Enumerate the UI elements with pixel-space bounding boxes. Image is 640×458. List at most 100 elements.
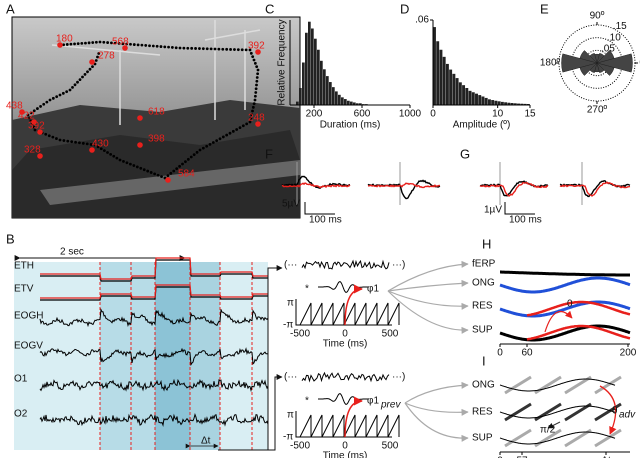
gaze-dot <box>205 144 209 148</box>
gaze-dot <box>254 87 258 91</box>
gaze-dot <box>121 42 125 46</box>
gaze-dot <box>58 138 62 142</box>
gaze-dot <box>184 160 187 164</box>
gaze-dot <box>169 171 173 175</box>
erp-trace <box>281 182 351 189</box>
gaze-dot <box>194 47 197 50</box>
gaze-dot <box>47 134 51 138</box>
gaze-dot <box>96 55 99 59</box>
gaze-dot <box>190 46 194 50</box>
span-label: 2 sec <box>60 247 84 258</box>
gaze-dot <box>128 162 132 166</box>
row-label: ONG <box>472 278 495 289</box>
rose-wedge <box>561 53 598 73</box>
half-pi-label: π/2 <box>540 425 556 436</box>
bar <box>500 101 504 105</box>
phase-axis <box>295 411 392 438</box>
gaze-dot <box>201 146 205 150</box>
fixation-point <box>255 49 261 55</box>
bar <box>326 76 329 105</box>
fixation-label: 328 <box>24 145 41 156</box>
fixation-point <box>165 177 171 183</box>
fixation-label: 568 <box>112 37 129 48</box>
fixation-point <box>137 142 143 148</box>
gaze-dot <box>28 116 31 120</box>
gaze-dot <box>76 80 79 84</box>
gaze-dot <box>89 143 93 146</box>
bar <box>458 82 462 105</box>
panel-label: B <box>6 231 15 246</box>
fixation-point <box>137 115 143 121</box>
x-tick-label: 15 <box>524 109 536 120</box>
row-label: RES <box>472 301 493 312</box>
bar <box>359 103 362 105</box>
x-tick-label: 1000 <box>399 109 422 120</box>
panel-label: F <box>265 146 273 161</box>
model-arrow <box>387 279 469 292</box>
gaze-dot <box>83 73 87 76</box>
star: * <box>305 284 309 295</box>
channel-label: ETH <box>14 261 34 272</box>
gaze-dot <box>55 95 59 99</box>
scale-bar <box>304 202 335 215</box>
gaze-dot <box>129 42 132 46</box>
scale-label: 5µV <box>282 199 300 210</box>
gaze-dot <box>221 47 225 51</box>
bar <box>513 103 517 105</box>
fixation-label: 618 <box>148 107 165 118</box>
time-tick: -500 <box>290 329 310 340</box>
gaze-dot <box>153 172 157 176</box>
bar <box>487 99 491 105</box>
half-pi-arrow <box>547 421 561 429</box>
eth-black <box>40 259 268 282</box>
fixation-label: 278 <box>98 51 115 62</box>
gaze-dot <box>109 152 113 156</box>
phase-label: φ1 <box>367 396 379 407</box>
bar <box>481 96 485 105</box>
gaze-dot <box>112 154 116 158</box>
bar <box>471 92 475 105</box>
rose-wedge <box>589 62 598 74</box>
reset-arrow <box>544 310 573 333</box>
gaze-dot <box>215 139 219 143</box>
bar <box>484 97 488 105</box>
fixation-label: 398 <box>148 134 165 145</box>
gaze-dot <box>74 140 77 144</box>
fixation-point <box>37 153 43 159</box>
gaze-dot <box>51 96 55 100</box>
gaze-dot <box>45 100 49 104</box>
gaze-dot <box>81 141 85 145</box>
gaze-dot <box>51 135 55 139</box>
model-wave <box>499 431 616 445</box>
row-label: ONG <box>472 380 495 391</box>
time-tick: 0 <box>342 329 348 340</box>
gaze-dot <box>218 137 222 141</box>
gaze-dot <box>175 167 179 171</box>
gaze-dot <box>255 83 258 87</box>
erp-trace <box>479 180 549 197</box>
gaze-dot <box>148 44 151 48</box>
model-wave <box>499 405 616 419</box>
gaze-dot <box>136 43 140 47</box>
gaze-dot <box>76 42 80 46</box>
gaze-dot <box>33 128 37 132</box>
phase-arrow <box>344 284 363 326</box>
phase-tick: -π <box>283 320 293 331</box>
gaze-dot <box>159 45 163 48</box>
gaze-dot <box>198 148 202 152</box>
gaze-dot <box>192 153 196 157</box>
gaze-dot <box>251 109 254 113</box>
gaze-dot <box>91 41 95 44</box>
gaze-dot <box>65 90 69 94</box>
etv-black <box>40 286 268 301</box>
gaze-dot <box>213 47 217 51</box>
gaze-dot <box>106 41 110 44</box>
rose-wedge <box>579 62 598 76</box>
wavelet <box>318 393 368 405</box>
fixation-point <box>89 59 95 65</box>
model-wave <box>526 300 631 317</box>
radial-tick-label: .05 <box>601 43 615 54</box>
gaze-dot <box>211 141 215 144</box>
gaze-dot <box>253 98 257 102</box>
x-tick-label: 600 <box>354 109 371 120</box>
